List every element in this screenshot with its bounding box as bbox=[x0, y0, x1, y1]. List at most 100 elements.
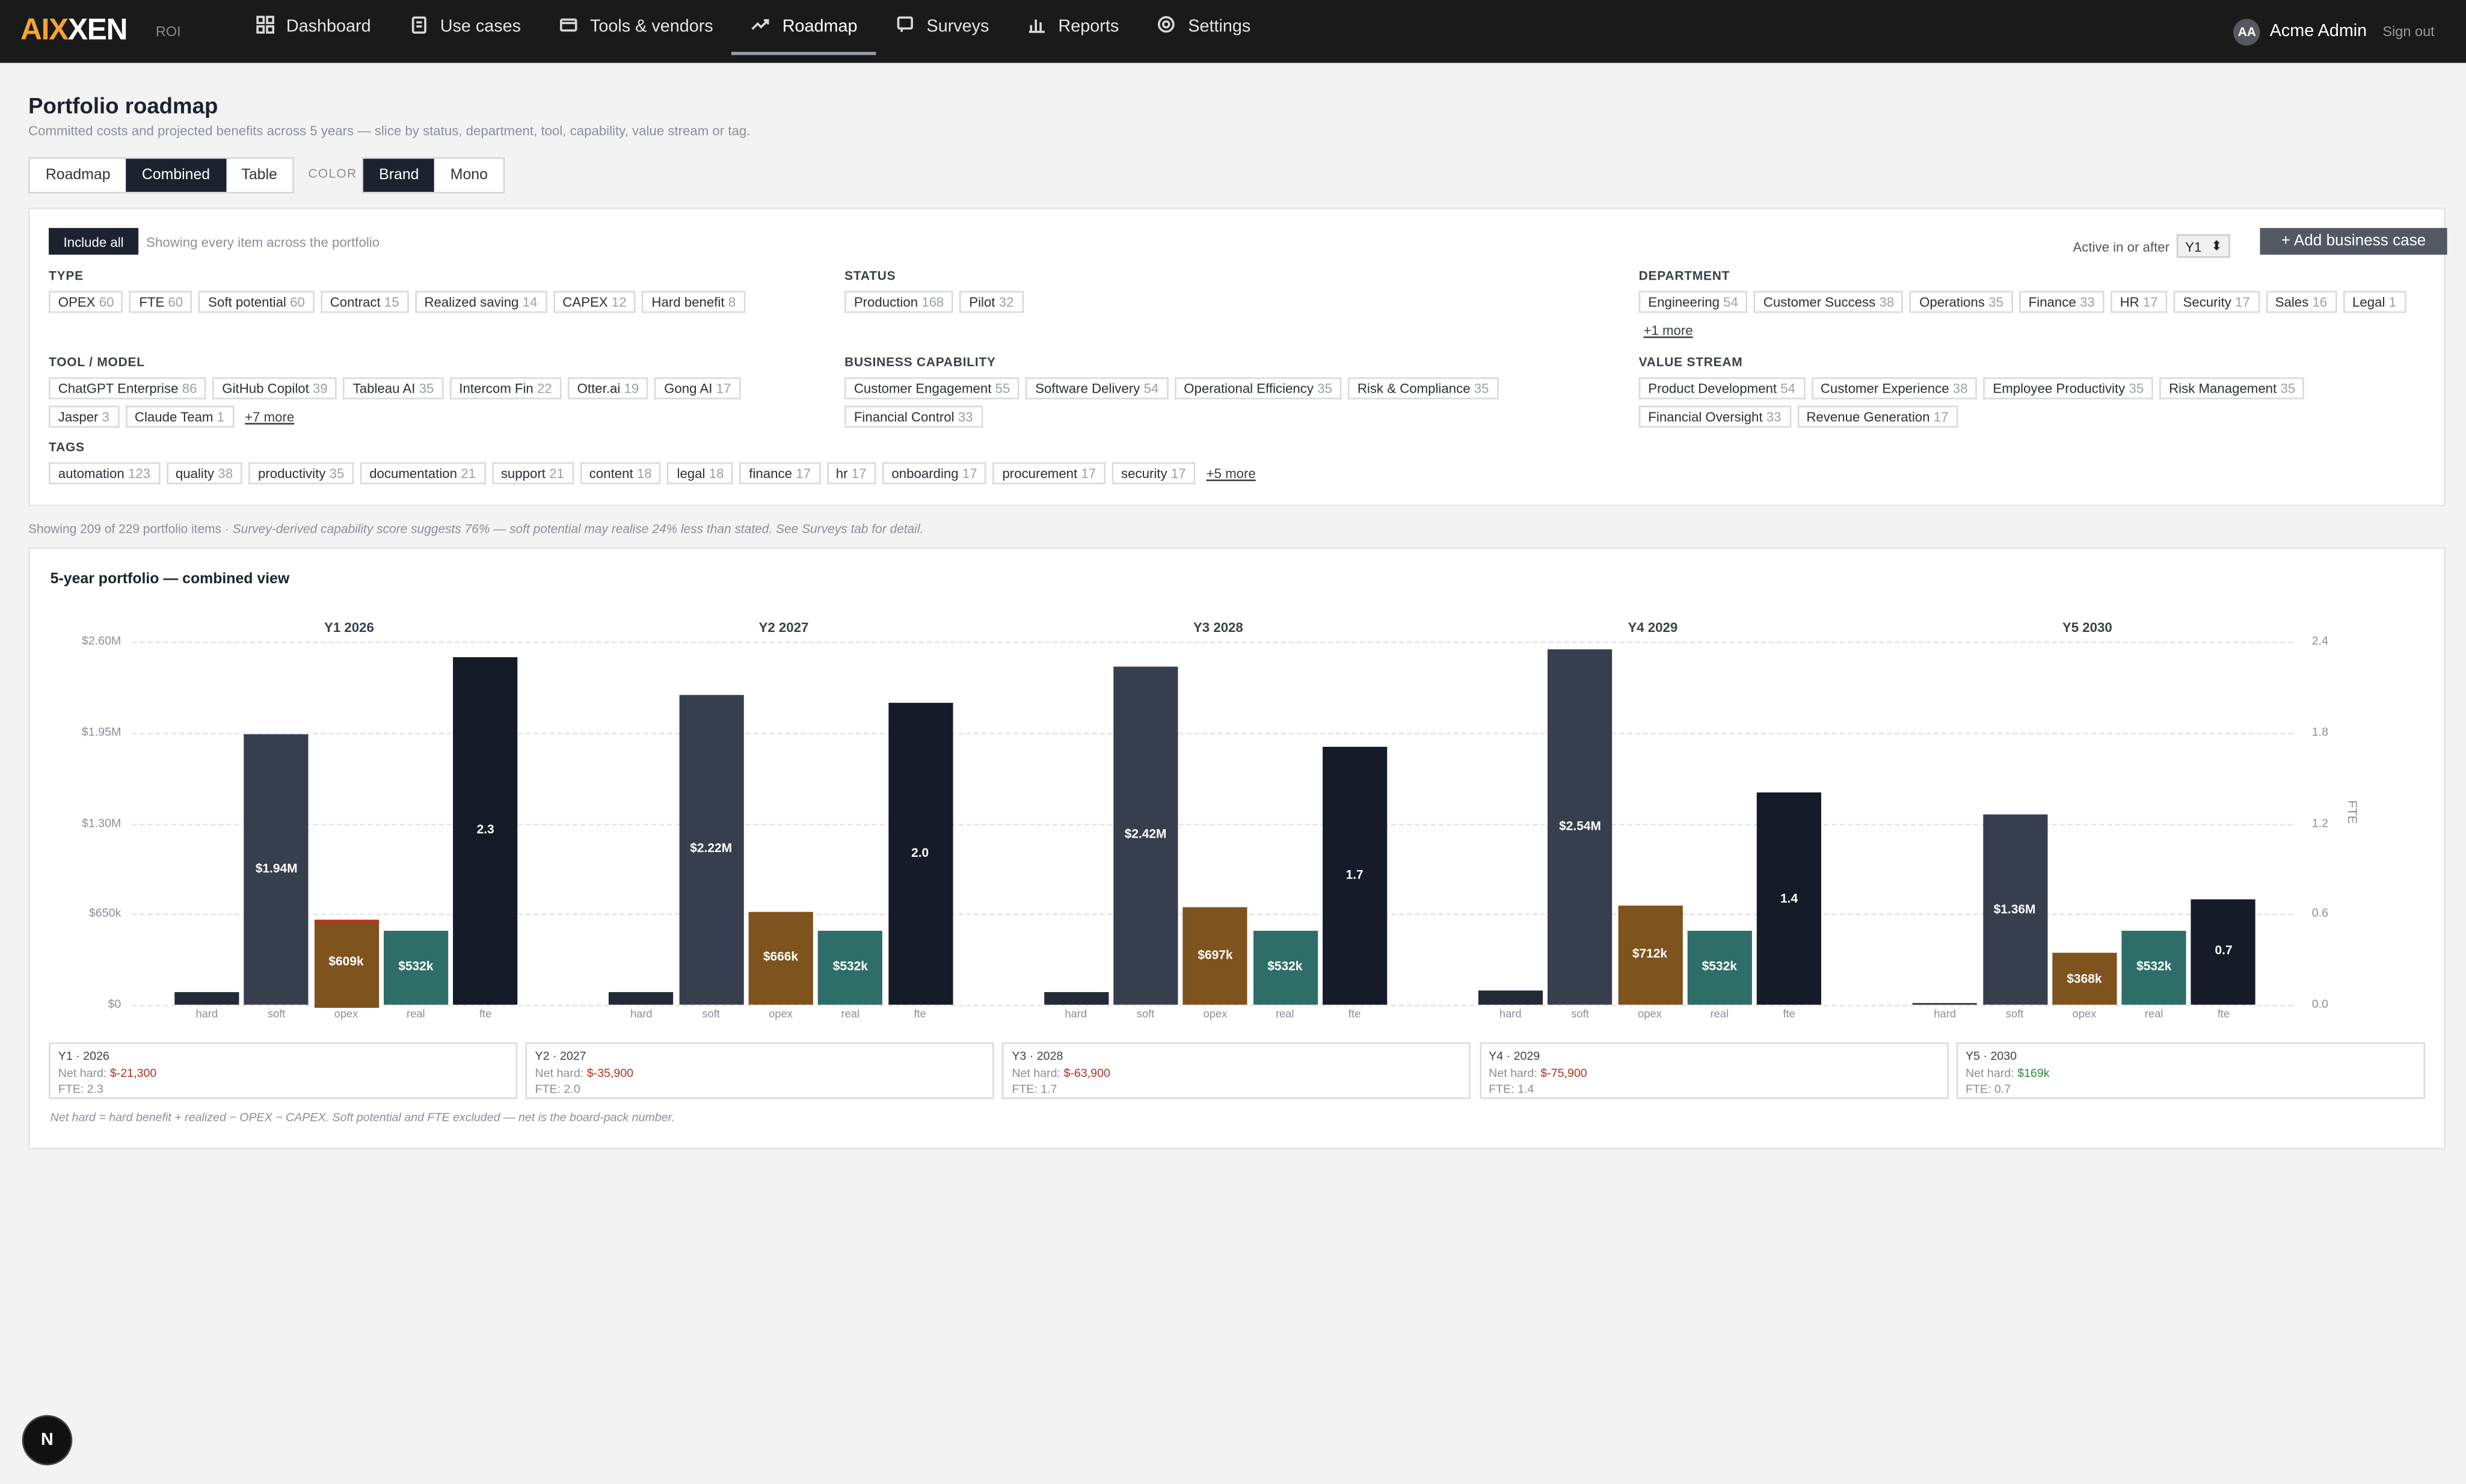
show-more-link[interactable]: +1 more bbox=[1643, 322, 1693, 339]
filter-chip[interactable]: Jasper 3 bbox=[49, 405, 119, 428]
bar-real[interactable] bbox=[818, 930, 883, 1005]
filter-chip[interactable]: OPEX 60 bbox=[49, 290, 124, 313]
filter-chip[interactable]: Customer Success 38 bbox=[1754, 290, 1904, 313]
filter-chip[interactable]: finance 17 bbox=[739, 462, 820, 485]
bar-hard[interactable] bbox=[174, 993, 239, 1005]
bar-real[interactable] bbox=[1252, 930, 1317, 1005]
bar-fte[interactable] bbox=[888, 702, 953, 1005]
bar-soft[interactable] bbox=[1113, 666, 1178, 1005]
filter-chip[interactable]: Financial Oversight 33 bbox=[1638, 405, 1791, 428]
filter-chip[interactable]: GitHub Copilot 39 bbox=[212, 377, 337, 400]
filter-chip[interactable]: quality 38 bbox=[166, 462, 242, 485]
filter-chip[interactable]: Risk & Compliance 35 bbox=[1348, 377, 1499, 400]
dev-tools-button[interactable]: N bbox=[22, 1415, 73, 1465]
filter-chip[interactable]: Contract 15 bbox=[321, 290, 409, 313]
active-after-filter: Active in or after Y1 ⬍ bbox=[2073, 234, 2230, 258]
filter-chip[interactable]: Product Development 54 bbox=[1638, 377, 1805, 400]
filter-chip[interactable]: content 18 bbox=[580, 462, 662, 485]
filter-chip[interactable]: security 17 bbox=[1112, 462, 1196, 485]
bar-opex[interactable] bbox=[1617, 905, 1682, 1005]
bar-opex[interactable] bbox=[2052, 953, 2117, 1005]
bar-opex[interactable] bbox=[1182, 907, 1248, 1005]
filter-chip[interactable]: Soft potential 60 bbox=[198, 290, 315, 313]
bar-hard[interactable] bbox=[1478, 990, 1543, 1005]
filter-chip[interactable]: procurement 17 bbox=[992, 462, 1105, 485]
filter-chip[interactable]: productivity 35 bbox=[248, 462, 354, 485]
filter-chip[interactable]: Software Delivery 54 bbox=[1025, 377, 1169, 400]
filter-chip[interactable]: Engineering 54 bbox=[1638, 290, 1748, 313]
chip-label: Claude Team bbox=[134, 408, 214, 425]
bar-hard[interactable] bbox=[609, 991, 674, 1005]
nav-item-tools-vendors[interactable]: Tools & vendors bbox=[540, 0, 732, 52]
show-more-link[interactable]: +5 more bbox=[1206, 465, 1256, 482]
bar-real[interactable] bbox=[2121, 930, 2186, 1005]
bar-fte[interactable] bbox=[1756, 793, 1822, 1005]
filter-chip[interactable]: onboarding 17 bbox=[882, 462, 987, 485]
filter-chip[interactable]: Sales 16 bbox=[2265, 290, 2337, 313]
filter-chip[interactable]: HR 17 bbox=[2110, 290, 2168, 313]
filter-chip[interactable]: Legal 1 bbox=[2343, 290, 2406, 313]
filter-chip[interactable]: Tableau AI 35 bbox=[343, 377, 444, 400]
filter-chip[interactable]: Security 17 bbox=[2173, 290, 2260, 313]
filter-chip[interactable]: Risk Management 35 bbox=[2159, 377, 2305, 400]
filter-chip[interactable]: Gong AI 17 bbox=[654, 377, 741, 400]
filter-chip[interactable]: Realized saving 14 bbox=[414, 290, 547, 313]
user-name[interactable]: Acme Admin bbox=[2269, 22, 2367, 41]
color-mode-brand[interactable]: Brand bbox=[363, 159, 435, 192]
filter-chip[interactable]: Intercom Fin 22 bbox=[449, 377, 562, 400]
bar-opex[interactable] bbox=[748, 912, 813, 1005]
fte-line: FTE: 2.0 bbox=[535, 1081, 580, 1096]
nav-item-dashboard[interactable]: Dashboard bbox=[236, 0, 390, 52]
bar-opex[interactable] bbox=[313, 919, 379, 1008]
bar-fte[interactable] bbox=[2191, 898, 2256, 1005]
filter-chip[interactable]: Customer Engagement 55 bbox=[844, 377, 1020, 400]
filter-chip[interactable]: hr 17 bbox=[826, 462, 876, 485]
brand-logo[interactable]: AIXXEN bbox=[20, 14, 128, 49]
active-after-select[interactable]: Y1 ⬍ bbox=[2177, 234, 2230, 258]
include-all-button[interactable]: Include all bbox=[49, 228, 139, 255]
filter-chip[interactable]: Hard benefit 8 bbox=[642, 290, 745, 313]
filter-chip[interactable]: Operations 35 bbox=[1910, 290, 2013, 313]
bar-fte[interactable] bbox=[453, 657, 518, 1005]
view-tab-table[interactable]: Table bbox=[241, 167, 277, 184]
bar-real[interactable] bbox=[1687, 930, 1752, 1005]
filter-chip[interactable]: ChatGPT Enterprise 86 bbox=[49, 377, 207, 400]
view-tab-roadmap[interactable]: Roadmap bbox=[45, 167, 111, 184]
bar-soft[interactable] bbox=[1548, 649, 1613, 1005]
filter-chip[interactable]: Employee Productivity 35 bbox=[1983, 377, 2153, 400]
bar-soft[interactable] bbox=[1982, 814, 2047, 1005]
filter-chip[interactable]: Claude Team 1 bbox=[125, 405, 234, 428]
filter-chip[interactable]: Financial Control 33 bbox=[844, 405, 983, 428]
filter-chip[interactable]: Customer Experience 38 bbox=[1811, 377, 1978, 400]
filter-chip[interactable]: legal 18 bbox=[667, 462, 734, 485]
filter-chip[interactable]: Otter.ai 19 bbox=[567, 377, 648, 400]
filter-chip[interactable]: support 21 bbox=[491, 462, 574, 485]
nav-item-roadmap[interactable]: Roadmap bbox=[732, 0, 876, 55]
filter-chip[interactable]: Production 168 bbox=[844, 290, 954, 313]
bar-soft[interactable] bbox=[678, 694, 743, 1005]
sign-out-link[interactable]: Sign out bbox=[2382, 23, 2435, 40]
filter-chip[interactable]: FTE 60 bbox=[129, 290, 192, 313]
bar-hard[interactable] bbox=[1044, 991, 1108, 1005]
bar-real[interactable] bbox=[383, 930, 448, 1005]
nav-item-settings[interactable]: Settings bbox=[1138, 0, 1270, 52]
nav-item-use-cases[interactable]: Use cases bbox=[390, 0, 540, 52]
filter-chip[interactable]: Revenue Generation 17 bbox=[1797, 405, 1958, 428]
chip-label: Customer Experience bbox=[1820, 380, 1949, 396]
view-tab-combined[interactable]: Combined bbox=[126, 159, 226, 192]
color-mode-mono[interactable]: Mono bbox=[450, 167, 488, 184]
avatar[interactable]: AA bbox=[2233, 18, 2261, 45]
filter-chip[interactable]: CAPEX 12 bbox=[553, 290, 636, 313]
filter-chip[interactable]: Finance 33 bbox=[2019, 290, 2105, 313]
filter-chip[interactable]: Pilot 32 bbox=[959, 290, 1024, 313]
nav-item-surveys[interactable]: Surveys bbox=[876, 0, 1008, 52]
bar-hard[interactable] bbox=[1913, 1003, 1978, 1005]
bar-fte[interactable] bbox=[1322, 747, 1387, 1005]
nav-item-reports[interactable]: Reports bbox=[1008, 0, 1138, 52]
filter-chip[interactable]: documentation 21 bbox=[360, 462, 485, 485]
show-more-link[interactable]: +7 more bbox=[245, 408, 295, 425]
filter-chip[interactable]: Operational Efficiency 35 bbox=[1174, 377, 1342, 400]
filter-chip[interactable]: automation 123 bbox=[49, 462, 160, 485]
bar-soft[interactable] bbox=[244, 734, 309, 1005]
add-business-case-button[interactable]: + Add business case bbox=[2260, 228, 2447, 255]
